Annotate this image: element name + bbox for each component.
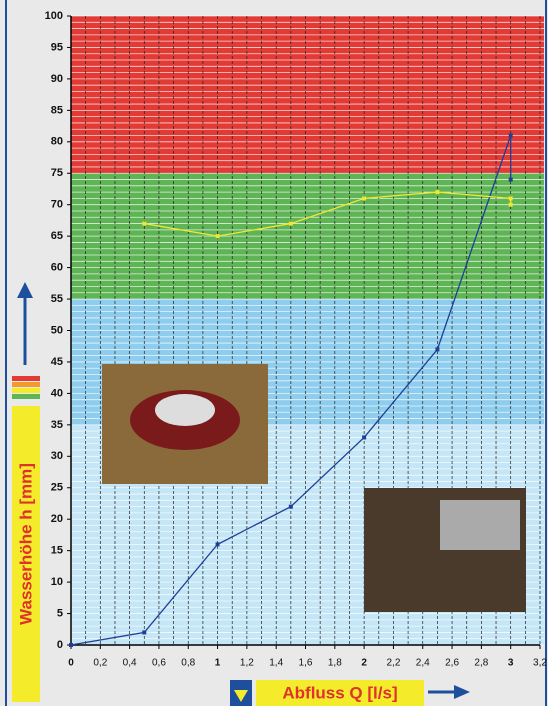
y-tick-label: 95 xyxy=(51,41,63,53)
x-tick-label: 2,8 xyxy=(474,658,488,669)
point xyxy=(288,221,293,226)
y-tick-label: 50 xyxy=(51,324,63,336)
y-tick-label: 65 xyxy=(51,230,63,242)
point xyxy=(508,133,513,138)
y-tick-label: 70 xyxy=(51,199,63,211)
y-tick-label: 10 xyxy=(51,576,63,588)
frame-edge xyxy=(5,0,7,706)
y-tick-label: 0 xyxy=(57,639,63,651)
y-tick-label: 75 xyxy=(51,167,63,179)
point xyxy=(142,630,147,635)
x-tick-label: 3 xyxy=(508,658,514,669)
point xyxy=(508,202,513,207)
x-tick-label: 0,6 xyxy=(152,658,166,669)
x-tick-label: 0 xyxy=(68,658,74,669)
y-tick-label: 15 xyxy=(51,545,63,557)
legend-stripe xyxy=(12,394,40,399)
photo-detail xyxy=(440,500,520,550)
point xyxy=(69,643,73,647)
x-label-box xyxy=(256,680,424,706)
photo-detail xyxy=(155,394,215,426)
y-tick-label: 80 xyxy=(51,136,63,148)
y-tick-label: 100 xyxy=(45,10,63,22)
y-tick-label: 55 xyxy=(51,293,63,305)
y-tick-label: 30 xyxy=(51,450,63,462)
point xyxy=(215,542,220,547)
point xyxy=(508,177,513,182)
x-tick-label: 0,4 xyxy=(123,658,137,669)
point xyxy=(215,234,220,239)
point xyxy=(435,347,440,352)
x-tick-label: 0,2 xyxy=(93,658,107,669)
series-line xyxy=(70,135,512,646)
y-tick-label: 45 xyxy=(51,356,63,368)
x-tick-label: 0,8 xyxy=(181,658,195,669)
point xyxy=(508,196,513,201)
point xyxy=(435,190,440,195)
x-tick-label: 1,6 xyxy=(299,658,313,669)
icon-arrow xyxy=(234,690,248,702)
x-tick-label: 1,8 xyxy=(328,658,342,669)
x-axis-label: Abfluss Q [l/s] xyxy=(282,683,397,702)
x-tick-label: 2,2 xyxy=(386,658,400,669)
y-label-box xyxy=(12,406,40,702)
y-tick-label: 85 xyxy=(51,104,63,116)
x-tick-label: 2 xyxy=(361,658,367,669)
y-tick-label: 60 xyxy=(51,262,63,274)
legend-stripe xyxy=(12,382,40,387)
y-tick-label: 25 xyxy=(51,482,63,494)
x-tick-label: 1,4 xyxy=(269,658,283,669)
arrow-head xyxy=(17,282,33,298)
point xyxy=(142,221,147,226)
point xyxy=(362,196,367,201)
y-tick-label: 35 xyxy=(51,419,63,431)
point xyxy=(362,435,367,440)
legend-stripe xyxy=(12,376,40,381)
x-tick-label: 1 xyxy=(215,658,221,669)
legend-stripe xyxy=(12,388,40,393)
y-tick-label: 90 xyxy=(51,73,63,85)
x-tick-label: 1,2 xyxy=(240,658,254,669)
y-tick-label: 40 xyxy=(51,387,63,399)
y-axis-label: Wasserhöhe h [mm] xyxy=(16,463,35,625)
y-tick-label: 5 xyxy=(57,607,63,619)
arrow-head xyxy=(454,685,470,699)
point xyxy=(288,504,293,509)
x-tick-label: 2,6 xyxy=(445,658,459,669)
x-tick-label: 3,2 xyxy=(533,658,547,669)
frame-edge xyxy=(545,0,547,706)
x-tick-label: 2,4 xyxy=(416,658,430,669)
y-tick-label: 20 xyxy=(51,513,63,525)
zone-band xyxy=(71,16,544,174)
